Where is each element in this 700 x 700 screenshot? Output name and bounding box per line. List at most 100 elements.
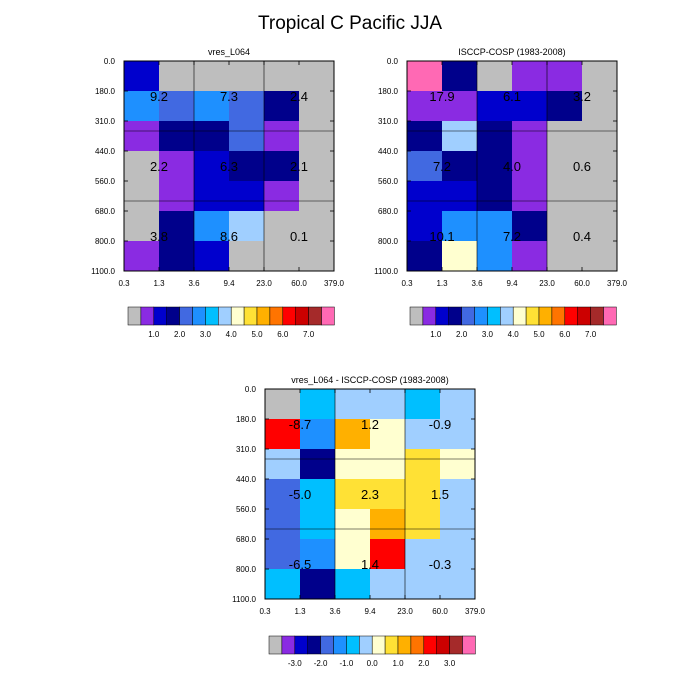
heatmap-cell [265, 509, 301, 540]
colorbar-swatch [423, 635, 437, 655]
y-tick-label: 1100.0 [374, 267, 398, 276]
heatmap-cell [264, 121, 300, 152]
colorbar-label: 7.0 [585, 330, 597, 339]
heatmap-cell [477, 61, 513, 92]
heatmap-cell [370, 419, 406, 450]
bin-value-label: 6.3 [220, 159, 238, 174]
x-tick-label: 23.0 [397, 607, 413, 616]
bin-value-label: 0.1 [290, 229, 308, 244]
colorbar-swatch [320, 635, 334, 655]
x-tick-label: 9.4 [223, 279, 235, 288]
heatmap-cell [405, 569, 441, 600]
colorbar-swatch [140, 306, 155, 326]
bin-value-label: 0.4 [573, 229, 591, 244]
x-tick-label: 379.0 [465, 607, 486, 616]
bin-value-label: 0.6 [573, 159, 591, 174]
x-tick-label: 0.3 [259, 607, 271, 616]
y-tick-label: 310.0 [236, 445, 257, 454]
heatmap-cell [300, 539, 336, 570]
heatmap-cell [300, 449, 336, 480]
heatmap-cell [582, 241, 618, 272]
heatmap-cell [229, 151, 265, 182]
heatmap-cell [265, 479, 301, 510]
heatmap-cell [159, 211, 195, 242]
heatmap-panel-1: vres_L064 0.3 1.3 3.6 9.4 23.0 60.0 379.0 0.0 180… [91, 47, 344, 288]
heatmap-cell [300, 509, 336, 540]
heatmap-cell [440, 569, 476, 600]
y-tick-label: 440.0 [95, 147, 116, 156]
heatmap-cell [407, 211, 443, 242]
y-tick-label: 560.0 [378, 177, 399, 186]
heatmap-cell [405, 419, 441, 450]
heatmap-cell [440, 389, 476, 420]
bin-value-label: 17.9 [429, 89, 454, 104]
heatmap-cell [370, 479, 406, 510]
y-tick-label: 180.0 [95, 87, 116, 96]
heatmap-cell [264, 211, 300, 242]
heatmap-cell [229, 61, 265, 92]
bin-value-label: 10.1 [429, 229, 454, 244]
colorbar-swatch [294, 635, 308, 655]
colorbar-swatch [243, 306, 258, 326]
colorbar-swatch [256, 306, 271, 326]
heatmap-cell [407, 241, 443, 272]
heatmap-cell [194, 211, 230, 242]
figure-title: Tropical C Pacific JJA [258, 13, 442, 34]
heatmap-cell [370, 569, 406, 600]
heatmap-cell [442, 121, 478, 152]
heatmap-cell [547, 121, 583, 152]
heatmap-cell [335, 449, 371, 480]
heatmap-cell [407, 61, 443, 92]
colorbar-label: 3.0 [444, 659, 456, 668]
x-tick-label: 9.4 [506, 279, 518, 288]
heatmap-cell [477, 121, 513, 152]
heatmap-cell [370, 389, 406, 420]
heatmap-cell [477, 241, 513, 272]
heatmap-cell [547, 61, 583, 92]
heatmap-cell [124, 91, 160, 122]
heatmap-cell [547, 211, 583, 242]
bin-value-label: -0.3 [429, 557, 451, 572]
bin-value-label: -0.9 [429, 417, 451, 432]
colorbar-swatch [308, 306, 322, 326]
colorbar-swatch [205, 306, 219, 326]
heatmap-cell [299, 181, 335, 212]
panel-title: vres_L064 [208, 47, 250, 57]
colorbar-swatch [127, 306, 142, 326]
heatmap-cell [440, 509, 476, 540]
heatmap-cell [512, 61, 548, 92]
colorbar-swatch [500, 306, 514, 326]
heatmap-cell [229, 211, 265, 242]
colorbar-swatch [474, 306, 488, 326]
heatmap-cell [335, 509, 371, 540]
colorbar-label: 2.0 [418, 659, 430, 668]
heatmap-cell [405, 539, 441, 570]
x-tick-label: 0.3 [118, 279, 130, 288]
heatmap-cell [442, 181, 478, 212]
bin-value-label: -5.0 [289, 487, 311, 502]
heatmap-cell [405, 479, 441, 510]
heatmap-cell [477, 211, 513, 242]
colorbar-swatch [512, 306, 527, 326]
x-tick-label: 379.0 [324, 279, 345, 288]
heatmap-cell [335, 479, 371, 510]
colorbar-swatch [564, 306, 578, 326]
bin-value-label: -8.7 [289, 417, 311, 432]
heatmap-cell [299, 91, 335, 122]
heatmap-cell [299, 151, 335, 182]
bin-value-label: 2.4 [290, 89, 308, 104]
colorbar-label: 1.0 [148, 330, 160, 339]
y-tick-label: 680.0 [236, 535, 257, 544]
bin-value-label: 7.2 [503, 229, 521, 244]
bin-value-label: 9.2 [150, 89, 168, 104]
colorbar-swatch [153, 306, 167, 326]
heatmap-cell [194, 61, 230, 92]
y-tick-label: 1100.0 [91, 267, 115, 276]
bin-value-label: 1.2 [361, 417, 379, 432]
heatmap-cell [405, 509, 441, 540]
heatmap-cell [440, 479, 476, 510]
heatmap-cell [442, 241, 478, 272]
heatmap-cell [264, 241, 300, 272]
heatmap-cell [159, 181, 195, 212]
y-tick-label: 310.0 [95, 117, 116, 126]
